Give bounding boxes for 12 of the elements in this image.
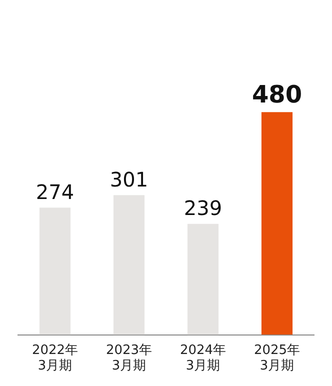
data-label: 480 (252, 80, 302, 108)
bar (187, 224, 219, 335)
x-tick-label: 2023年 3月期 (106, 342, 152, 374)
x-tick-label: 2024年 3月期 (180, 342, 226, 374)
x-tick-label: 2022年 3月期 (32, 342, 78, 374)
bar (261, 112, 293, 335)
bar (39, 208, 71, 335)
data-label: 274 (36, 180, 74, 204)
data-label: 239 (184, 196, 222, 220)
x-tick-label: 2025年 3月期 (254, 342, 300, 374)
data-label: 301 (110, 167, 148, 192)
bar (113, 195, 145, 335)
